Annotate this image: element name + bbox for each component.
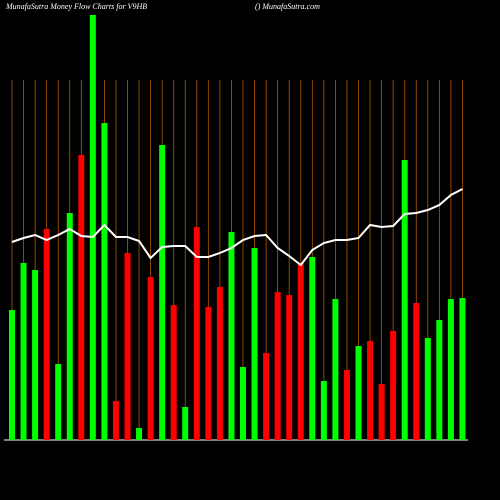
- bar: [447, 299, 454, 440]
- bar: [147, 277, 154, 440]
- bar: [320, 381, 327, 440]
- bar: [193, 227, 200, 440]
- bar: [390, 331, 397, 440]
- money-flow-line: [11, 188, 463, 267]
- bar: [240, 367, 246, 440]
- bar: [401, 160, 408, 440]
- bar: [367, 341, 374, 440]
- chart-title: MunafaSutra Money Flow Charts for V9HB: [5, 2, 147, 11]
- bar: [101, 123, 108, 440]
- bar: [55, 364, 62, 440]
- bar: [89, 15, 96, 440]
- bar: [228, 232, 235, 440]
- bar: [205, 307, 212, 440]
- bar: [355, 346, 362, 440]
- bar: [436, 320, 443, 440]
- bar: [9, 310, 15, 440]
- bar: [124, 253, 131, 440]
- bar: [66, 213, 73, 440]
- bar: [32, 270, 39, 440]
- bar: [332, 299, 339, 440]
- bar: [136, 428, 143, 440]
- bar: [413, 303, 420, 440]
- bar: [378, 384, 385, 440]
- bar: [78, 155, 85, 440]
- bar: [251, 248, 258, 440]
- bar: [112, 401, 119, 440]
- bar: [182, 407, 189, 440]
- bar: [309, 257, 316, 440]
- bar: [424, 338, 431, 440]
- bar: [459, 298, 466, 440]
- bar: [43, 229, 50, 440]
- bar: [170, 305, 177, 440]
- bar: [297, 263, 304, 440]
- chart-subtitle: () MunafaSutra.com: [255, 2, 320, 11]
- bar: [263, 353, 270, 440]
- bar: [274, 292, 281, 440]
- bar: [216, 287, 223, 440]
- bar: [286, 295, 293, 440]
- bar: [343, 370, 350, 440]
- bar: [20, 263, 27, 440]
- bar: [159, 145, 166, 440]
